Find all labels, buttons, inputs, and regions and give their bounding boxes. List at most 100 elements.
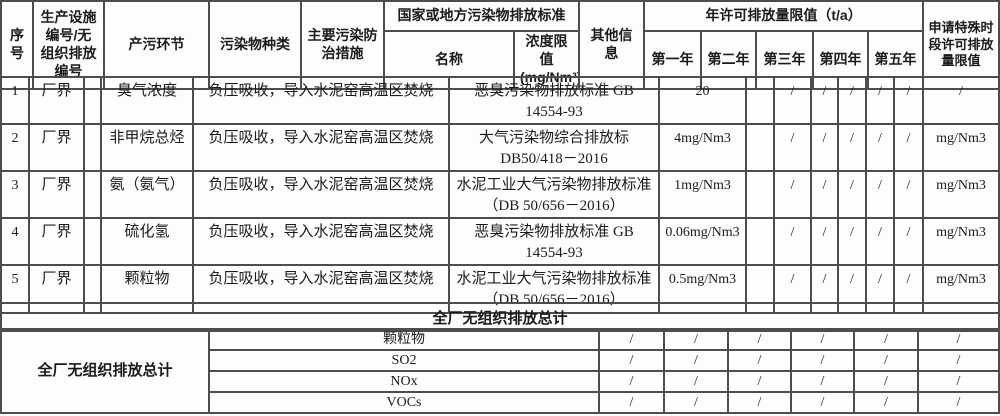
- pollutant-cell: 臭气浓度: [100, 76, 194, 125]
- annual-limit-value: /: [865, 76, 895, 125]
- spacer-cell: [83, 170, 102, 219]
- measures-cell: 负压吸收，导入水泥窑高温区焚烧: [192, 123, 450, 172]
- summary-pollutant-cell: 颗粒物: [208, 328, 600, 351]
- annual-limit-value: /: [773, 170, 812, 219]
- standard-line2: DB50/418－2016: [500, 151, 608, 167]
- measures-cell: 负压吸收，导入水泥窑高温区焚烧: [192, 76, 450, 125]
- seq-cell: 4: [0, 217, 30, 266]
- facility-cell: 厂界: [28, 217, 85, 266]
- annual-limit-value: /: [773, 217, 812, 266]
- summary-value: /: [598, 370, 665, 393]
- summary-value: /: [727, 328, 792, 351]
- col-header-annual-limit-group: 年许可排放量限值（t/a）: [642, 0, 925, 32]
- seq-cell: 2: [0, 123, 30, 172]
- annual-limit-value: /: [810, 123, 839, 172]
- annual-limit-value: /: [893, 123, 924, 172]
- summary-row-label: 全厂无组织排放总计: [0, 328, 210, 414]
- summary-value: /: [663, 349, 729, 372]
- annual-limit-value: /: [865, 217, 895, 266]
- standard-line2: 14554-93: [525, 104, 583, 120]
- summary-value: /: [853, 328, 919, 351]
- annual-limit-value: /: [810, 170, 839, 219]
- special-period-value: /: [922, 76, 1000, 125]
- standard-line2: （DB 50/656－2016）: [483, 198, 625, 214]
- summary-row-nox: NOx / / / / / /: [1, 370, 1000, 393]
- summary-pollutant-cell: VOCs: [208, 391, 600, 414]
- col-header-seq: 序号: [0, 0, 34, 90]
- summary-value: /: [598, 349, 665, 372]
- pollutant-cell: 非甲烷总烃: [100, 123, 194, 172]
- summary-pollutant-cell: NOx: [208, 370, 600, 393]
- facility-cell: 厂界: [28, 76, 85, 125]
- measures-cell: 负压吸收，导入水泥窑高温区焚烧: [192, 217, 450, 266]
- col-header-other-info: 其他信息: [578, 0, 645, 90]
- summary-value: /: [917, 349, 1000, 372]
- other-info-cell: [745, 217, 775, 266]
- col-header-facility-no: 生产设施编号/无组织排放编号: [32, 0, 105, 90]
- special-period-value: mg/Nm3: [922, 217, 1000, 266]
- seq-cell: 1: [0, 76, 30, 125]
- measures-cell: 负压吸收，导入水泥窑高温区焚烧: [192, 170, 450, 219]
- standard-cell: 恶臭污染物排放标准 GB 14554-93: [448, 76, 660, 125]
- summary-row-vocs: VOCs / / / / / /: [1, 391, 1000, 414]
- facility-cell: 厂界: [28, 170, 85, 219]
- spacer-cell: [83, 76, 102, 125]
- summary-value: /: [917, 370, 1000, 393]
- concentration-cell: 1mg/Nm3: [658, 170, 747, 219]
- pollutant-row-4: 4 厂界 硫化氢 负压吸收，导入水泥窑高温区焚烧 恶臭污染物排放标准 GB 14…: [0, 217, 1000, 266]
- summary-value: /: [598, 328, 665, 351]
- other-info-cell: [745, 123, 775, 172]
- other-info-cell: [745, 170, 775, 219]
- annual-limit-value: /: [893, 76, 924, 125]
- summary-banner-title: 全厂无组织排放总计: [0, 302, 1000, 332]
- summary-value: /: [790, 391, 855, 414]
- spacer-cell: [83, 217, 102, 266]
- spacer-cell: [83, 123, 102, 172]
- standard-line1: 水泥工业大气污染物排放标准: [456, 271, 652, 287]
- concentration-cell: 20: [658, 76, 747, 125]
- summary-value: /: [917, 328, 1000, 351]
- header-row-top: 序号 生产设施编号/无组织排放编号 产污环节 污染物种类 主要污染防治措施 国家…: [0, 0, 1000, 90]
- table-body: 1 厂界 臭气浓度 负压吸收，导入水泥窑高温区焚烧 恶臭污染物排放标准 GB 1…: [0, 76, 1000, 314]
- summary-value: /: [790, 370, 855, 393]
- annual-limit-value: /: [837, 170, 867, 219]
- annual-limit-value: /: [810, 217, 839, 266]
- concentration-cell: 4mg/Nm3: [658, 123, 747, 172]
- annual-limit-value: /: [837, 123, 867, 172]
- col-header-pollutant-type: 污染物种类: [208, 0, 302, 90]
- summary-value: /: [727, 349, 792, 372]
- pollutant-row-2: 2 厂界 非甲烷总烃 负压吸收，导入水泥窑高温区焚烧 大气污染物综合排放标 DB…: [0, 123, 1000, 172]
- col-header-standard-group: 国家或地方污染物排放标准: [383, 0, 580, 32]
- summary-value: /: [727, 370, 792, 393]
- standard-line1: 大气污染物综合排放标: [478, 130, 629, 146]
- other-info-cell: [745, 76, 775, 125]
- annual-limit-value: /: [810, 76, 839, 125]
- pollutant-row-1: 1 厂界 臭气浓度 负压吸收，导入水泥窑高温区焚烧 恶臭污染物排放标准 GB 1…: [0, 76, 1000, 125]
- summary-value: /: [853, 349, 919, 372]
- concentration-cell: 0.06mg/Nm3: [658, 217, 747, 266]
- summary-pollutant-cell: SO2: [208, 349, 600, 372]
- annual-limit-value: /: [865, 123, 895, 172]
- summary-value: /: [917, 391, 1000, 414]
- summary-value: /: [663, 370, 729, 393]
- summary-value: /: [853, 391, 919, 414]
- summary-row-so2: SO2 / / / / / /: [1, 349, 1000, 372]
- standard-cell: 大气污染物综合排放标 DB50/418－2016: [448, 123, 660, 172]
- summary-table: 全厂无组织排放总计 颗粒物 / / / / / / SO2 / / / / / …: [0, 328, 1000, 414]
- summary-value: /: [853, 370, 919, 393]
- table-header: 序号 生产设施编号/无组织排放编号 产污环节 污染物种类 主要污染防治措施 国家…: [0, 0, 1000, 90]
- summary-row-pm: 全厂无组织排放总计 颗粒物 / / / / / /: [0, 328, 1000, 414]
- standard-line2: 14554-93: [525, 245, 583, 261]
- pollutant-cell: 氨（氨气）: [100, 170, 194, 219]
- col-header-measures: 主要污染防治措施: [300, 0, 385, 90]
- summary-value: /: [663, 391, 729, 414]
- summary-value: /: [790, 328, 855, 351]
- annual-limit-value: /: [837, 217, 867, 266]
- standard-line1: 水泥工业大气污染物排放标准: [456, 177, 652, 193]
- seq-cell: 3: [0, 170, 30, 219]
- special-period-value: mg/Nm3: [922, 170, 1000, 219]
- summary-value: /: [727, 391, 792, 414]
- annual-limit-value: /: [865, 170, 895, 219]
- annual-limit-value: /: [773, 123, 812, 172]
- annual-limit-value: /: [773, 76, 812, 125]
